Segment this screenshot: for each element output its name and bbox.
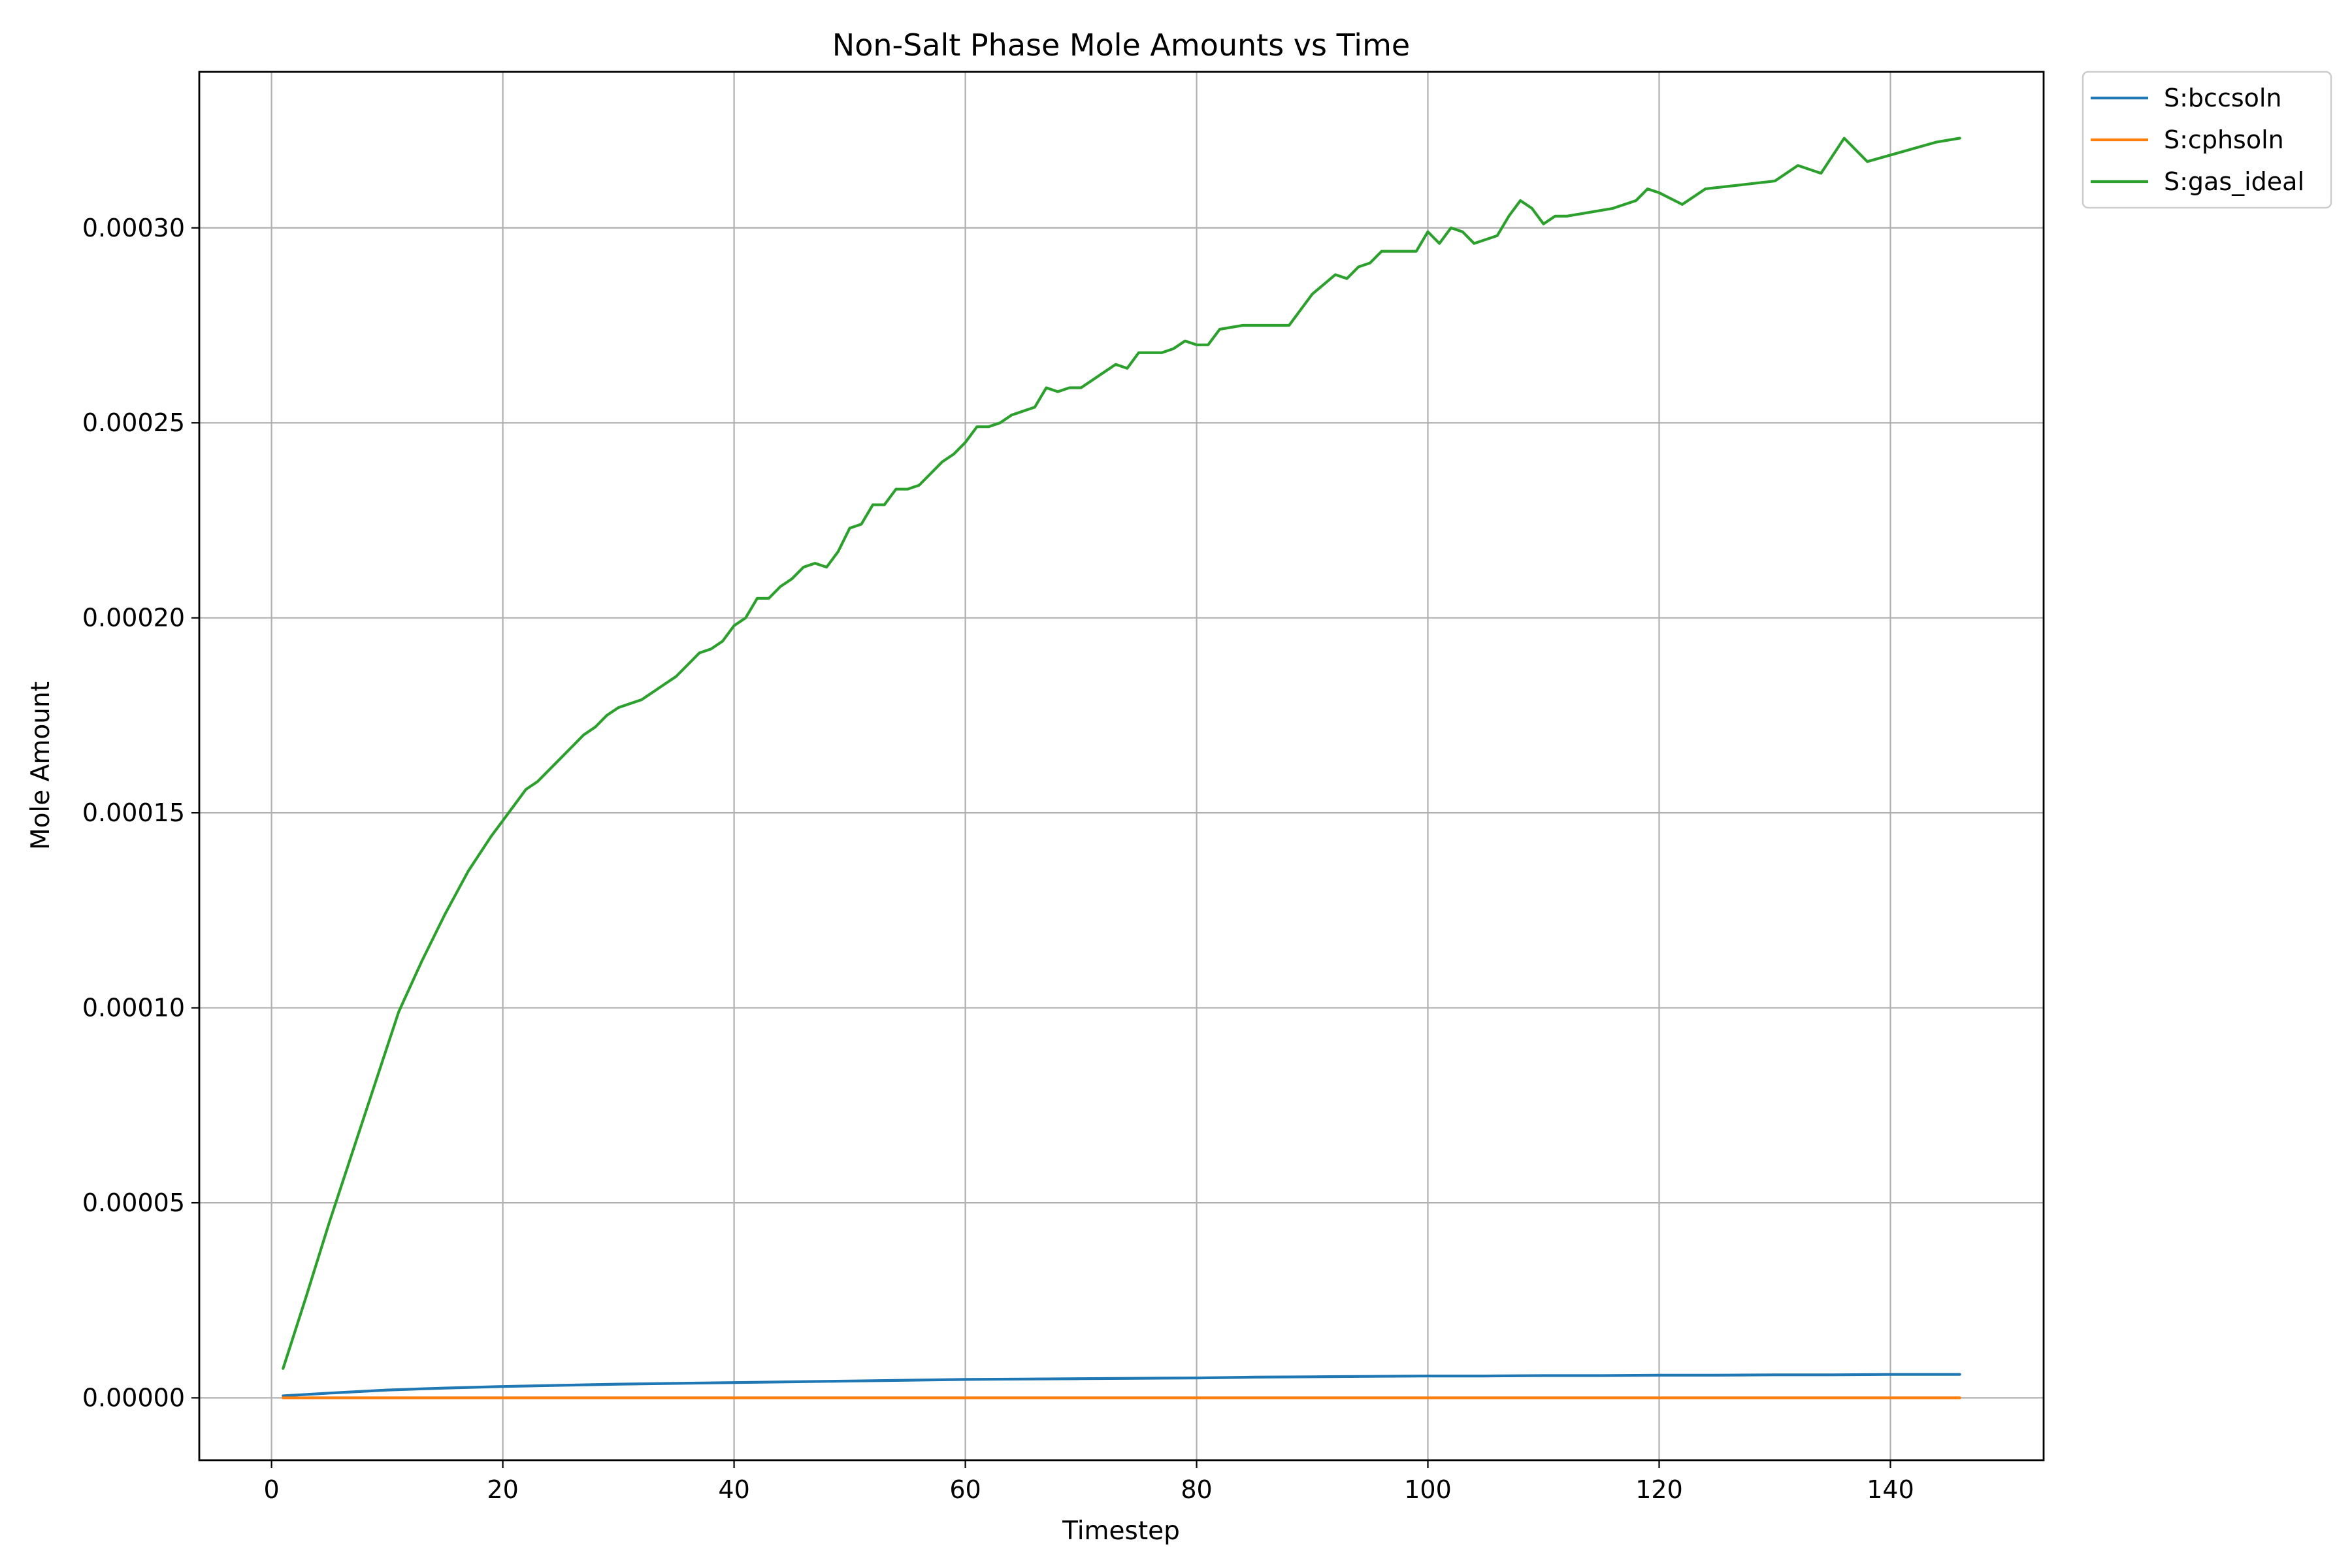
legend-frame xyxy=(2082,71,2332,209)
legend-label-s-bccsoln: S:bccsoln xyxy=(2164,84,2282,112)
y-tick-label: 0.00015 xyxy=(82,798,185,827)
x-tick-label: 0 xyxy=(264,1475,280,1504)
y-tick-label: 0.00025 xyxy=(82,408,185,437)
y-tick-label: 0.00020 xyxy=(82,604,185,632)
x-tick-label: 120 xyxy=(1635,1475,1683,1504)
series-lines xyxy=(282,137,1961,1399)
series-line-s-gas-ideal xyxy=(282,137,1961,1370)
plot-frame xyxy=(198,71,2045,1462)
x-tick-label: 140 xyxy=(1867,1475,1914,1504)
grid xyxy=(199,72,2044,1460)
y-tick-label: 0.00005 xyxy=(82,1188,185,1217)
legend: S:bccsoln S:cphsoln S:gas_ideal xyxy=(2082,71,2332,209)
y-axis-label: Mole Amount xyxy=(26,681,56,850)
x-tick-label: 40 xyxy=(718,1475,749,1504)
axis-ticks: 0 20 40 60 80 100 120 140 0.00000 0.00005 0.00010 0… xyxy=(82,214,1914,1504)
x-tick-label: 80 xyxy=(1181,1475,1212,1504)
y-tick-label: 0.00000 xyxy=(82,1383,185,1412)
legend-label-s-gas-ideal: S:gas_ideal xyxy=(2164,167,2304,196)
y-tick-label: 0.00010 xyxy=(82,994,185,1022)
x-tick-label: 20 xyxy=(487,1475,518,1504)
x-axis-label: Timestep xyxy=(1062,1516,1180,1546)
series-line-s-bccsoln xyxy=(282,1373,1961,1397)
y-tick-label: 0.00030 xyxy=(82,214,185,242)
x-tick-label: 60 xyxy=(949,1475,981,1504)
chart-title: Non-Salt Phase Mole Amounts vs Time xyxy=(832,27,1410,63)
x-tick-label: 100 xyxy=(1404,1475,1452,1504)
legend-label-s-cphsoln: S:cphsoln xyxy=(2164,125,2284,154)
